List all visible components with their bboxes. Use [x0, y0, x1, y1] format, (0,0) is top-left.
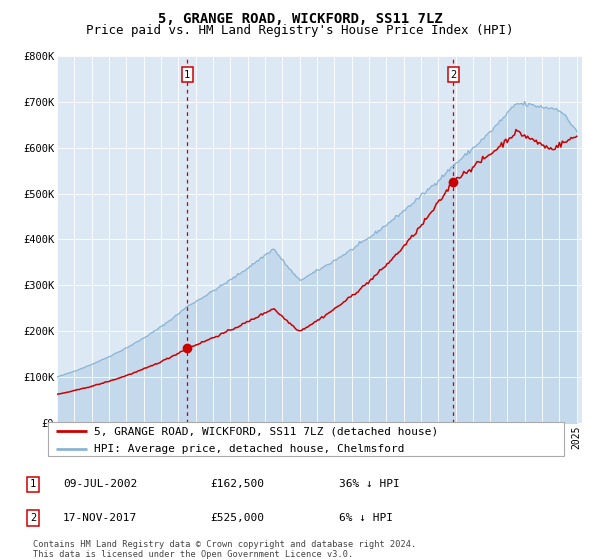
- Text: 5, GRANGE ROAD, WICKFORD, SS11 7LZ: 5, GRANGE ROAD, WICKFORD, SS11 7LZ: [158, 12, 442, 26]
- Text: 1: 1: [30, 479, 36, 489]
- Text: 2: 2: [30, 513, 36, 523]
- Text: 1: 1: [184, 70, 190, 80]
- Text: HPI: Average price, detached house, Chelmsford: HPI: Average price, detached house, Chel…: [94, 444, 405, 454]
- Text: 6% ↓ HPI: 6% ↓ HPI: [339, 513, 393, 523]
- Text: £162,500: £162,500: [210, 479, 264, 489]
- Text: 36% ↓ HPI: 36% ↓ HPI: [339, 479, 400, 489]
- Text: 2: 2: [451, 70, 457, 80]
- Text: 5, GRANGE ROAD, WICKFORD, SS11 7LZ (detached house): 5, GRANGE ROAD, WICKFORD, SS11 7LZ (deta…: [94, 426, 439, 436]
- Text: £525,000: £525,000: [210, 513, 264, 523]
- Text: Contains HM Land Registry data © Crown copyright and database right 2024.: Contains HM Land Registry data © Crown c…: [33, 540, 416, 549]
- FancyBboxPatch shape: [48, 422, 564, 456]
- Text: This data is licensed under the Open Government Licence v3.0.: This data is licensed under the Open Gov…: [33, 550, 353, 559]
- Text: 09-JUL-2002: 09-JUL-2002: [63, 479, 137, 489]
- Text: 17-NOV-2017: 17-NOV-2017: [63, 513, 137, 523]
- Text: Price paid vs. HM Land Registry's House Price Index (HPI): Price paid vs. HM Land Registry's House …: [86, 24, 514, 37]
